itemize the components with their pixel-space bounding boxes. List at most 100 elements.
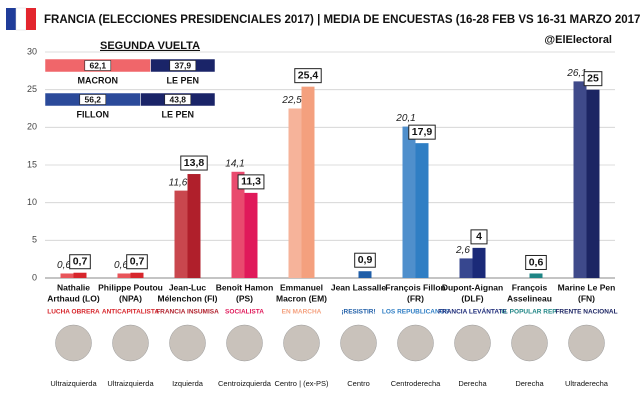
candidate-photo — [397, 324, 434, 362]
label-box — [583, 71, 603, 87]
ideology-label: Centro | (ex-PS) — [274, 379, 329, 388]
runoff-name: MACRON — [78, 75, 119, 85]
label-box — [408, 124, 436, 140]
value-label: 25,4 — [298, 69, 319, 81]
candidate-photo — [226, 324, 263, 362]
runoff-name: LE PEN — [167, 75, 200, 85]
value-label: 2,6 — [455, 245, 470, 256]
value-label: 11,6 — [169, 177, 188, 188]
value-label: 4 — [476, 231, 482, 243]
candidate-photo — [568, 324, 605, 362]
runoff-value-label: 56,2 — [84, 94, 101, 104]
y-tick-label: 30 — [27, 46, 37, 56]
party-label: ¡RESISTIR! — [341, 309, 375, 316]
value-label: 0,6 — [529, 256, 544, 268]
bar — [358, 271, 372, 278]
value-label: 0,7 — [73, 256, 88, 268]
party-label: EN MARCHA — [282, 309, 322, 316]
ideology-label: Centro — [347, 379, 370, 388]
bar — [301, 86, 315, 278]
y-tick-label: 10 — [27, 197, 37, 207]
x-tick-label: Benoît Hamon — [216, 282, 274, 292]
x-tick-label: (PS) — [236, 293, 253, 303]
label-box — [237, 174, 265, 190]
label-box — [525, 254, 547, 270]
ideology-label: Izquierda — [172, 379, 204, 388]
value-label: 0,9 — [358, 254, 373, 266]
ideology-label: Ultraderecha — [565, 379, 609, 388]
label-box — [164, 94, 192, 105]
candidate-photo — [283, 324, 320, 362]
x-tick-label: Philippe Poutou — [98, 282, 163, 292]
runoff-name: LE PEN — [162, 109, 195, 119]
candidate-photo — [454, 324, 491, 362]
bar — [244, 192, 258, 278]
x-tick-label: (FR) — [407, 293, 424, 303]
bar — [73, 272, 87, 278]
candidate-photo — [511, 324, 548, 362]
source: @ElElectoral — [544, 34, 612, 46]
label-box — [169, 60, 197, 71]
bar — [472, 247, 486, 278]
bar — [288, 108, 302, 278]
y-tick-label: 5 — [32, 235, 37, 245]
bar — [573, 81, 587, 278]
bar — [60, 273, 74, 278]
candidate-photo — [340, 324, 377, 362]
label-box — [84, 60, 112, 71]
value-label: 17,9 — [412, 126, 433, 138]
y-tick-label: 25 — [27, 84, 37, 94]
x-tick-label: (FN) — [578, 293, 595, 303]
candidate-photo — [169, 324, 206, 362]
x-tick-label: Macron (EM) — [276, 293, 327, 303]
value-label: 0,7 — [130, 256, 145, 268]
flag-white — [15, 7, 27, 31]
x-tick-label: Jean-Luc — [169, 282, 207, 292]
bar — [529, 273, 543, 278]
label-box — [126, 254, 148, 270]
x-tick-label: Jean Lassalle — [331, 282, 387, 292]
value-label: 0,6 — [114, 260, 128, 271]
ideology-label: Ultraizquierda — [50, 379, 97, 388]
bar — [117, 273, 131, 278]
label-box — [354, 252, 376, 268]
party-label: SOCIALISTA — [225, 309, 264, 316]
ideology-label: Derecha — [458, 379, 487, 388]
x-tick-label: Emmanuel — [280, 282, 323, 292]
value-label: 11,3 — [241, 176, 261, 188]
bar — [174, 190, 188, 278]
inset-title: SEGUNDA VUELTA — [100, 40, 200, 52]
x-tick-label: Mélenchon (FI) — [158, 293, 218, 303]
runoff-value-label: 37,9 — [175, 60, 192, 70]
x-tick-label: Arthaud (LO) — [47, 293, 100, 303]
candidate-photo — [55, 324, 92, 362]
value-label: 20,1 — [395, 113, 415, 124]
value-label: 26,1 — [566, 68, 586, 79]
value-label: 22,5 — [281, 95, 302, 106]
value-label: 0,6 — [57, 260, 71, 271]
ideology-label: Centroderecha — [391, 379, 441, 388]
x-tick-label: (DLF) — [461, 293, 483, 303]
x-tick-label: Marine Le Pen — [558, 282, 616, 292]
bar — [459, 258, 473, 278]
ideology-label: Ultraizquierda — [107, 379, 154, 388]
bar — [402, 126, 416, 278]
label-box — [180, 155, 208, 171]
value-label: 14,1 — [225, 158, 244, 169]
chart-title: FRANCIA (ELECCIONES PRESIDENCIALES 2017)… — [44, 14, 640, 26]
y-tick-label: 0 — [32, 272, 37, 282]
bar — [586, 89, 600, 279]
party-label: ANTICAPITALISTA — [102, 309, 159, 316]
x-tick-label: François — [512, 282, 548, 292]
label-box — [470, 229, 488, 245]
x-tick-label: (NPA) — [119, 293, 142, 303]
value-label: 13,8 — [184, 157, 205, 169]
label-box — [79, 94, 107, 105]
flag-red — [26, 8, 36, 30]
party-label: LOS REPUBLICANOS — [382, 309, 450, 316]
party-label: FRENTE NACIONAL — [555, 309, 617, 316]
x-tick-label: Asselineau — [507, 293, 552, 303]
bar — [130, 272, 144, 278]
value-label: 25 — [587, 72, 599, 84]
